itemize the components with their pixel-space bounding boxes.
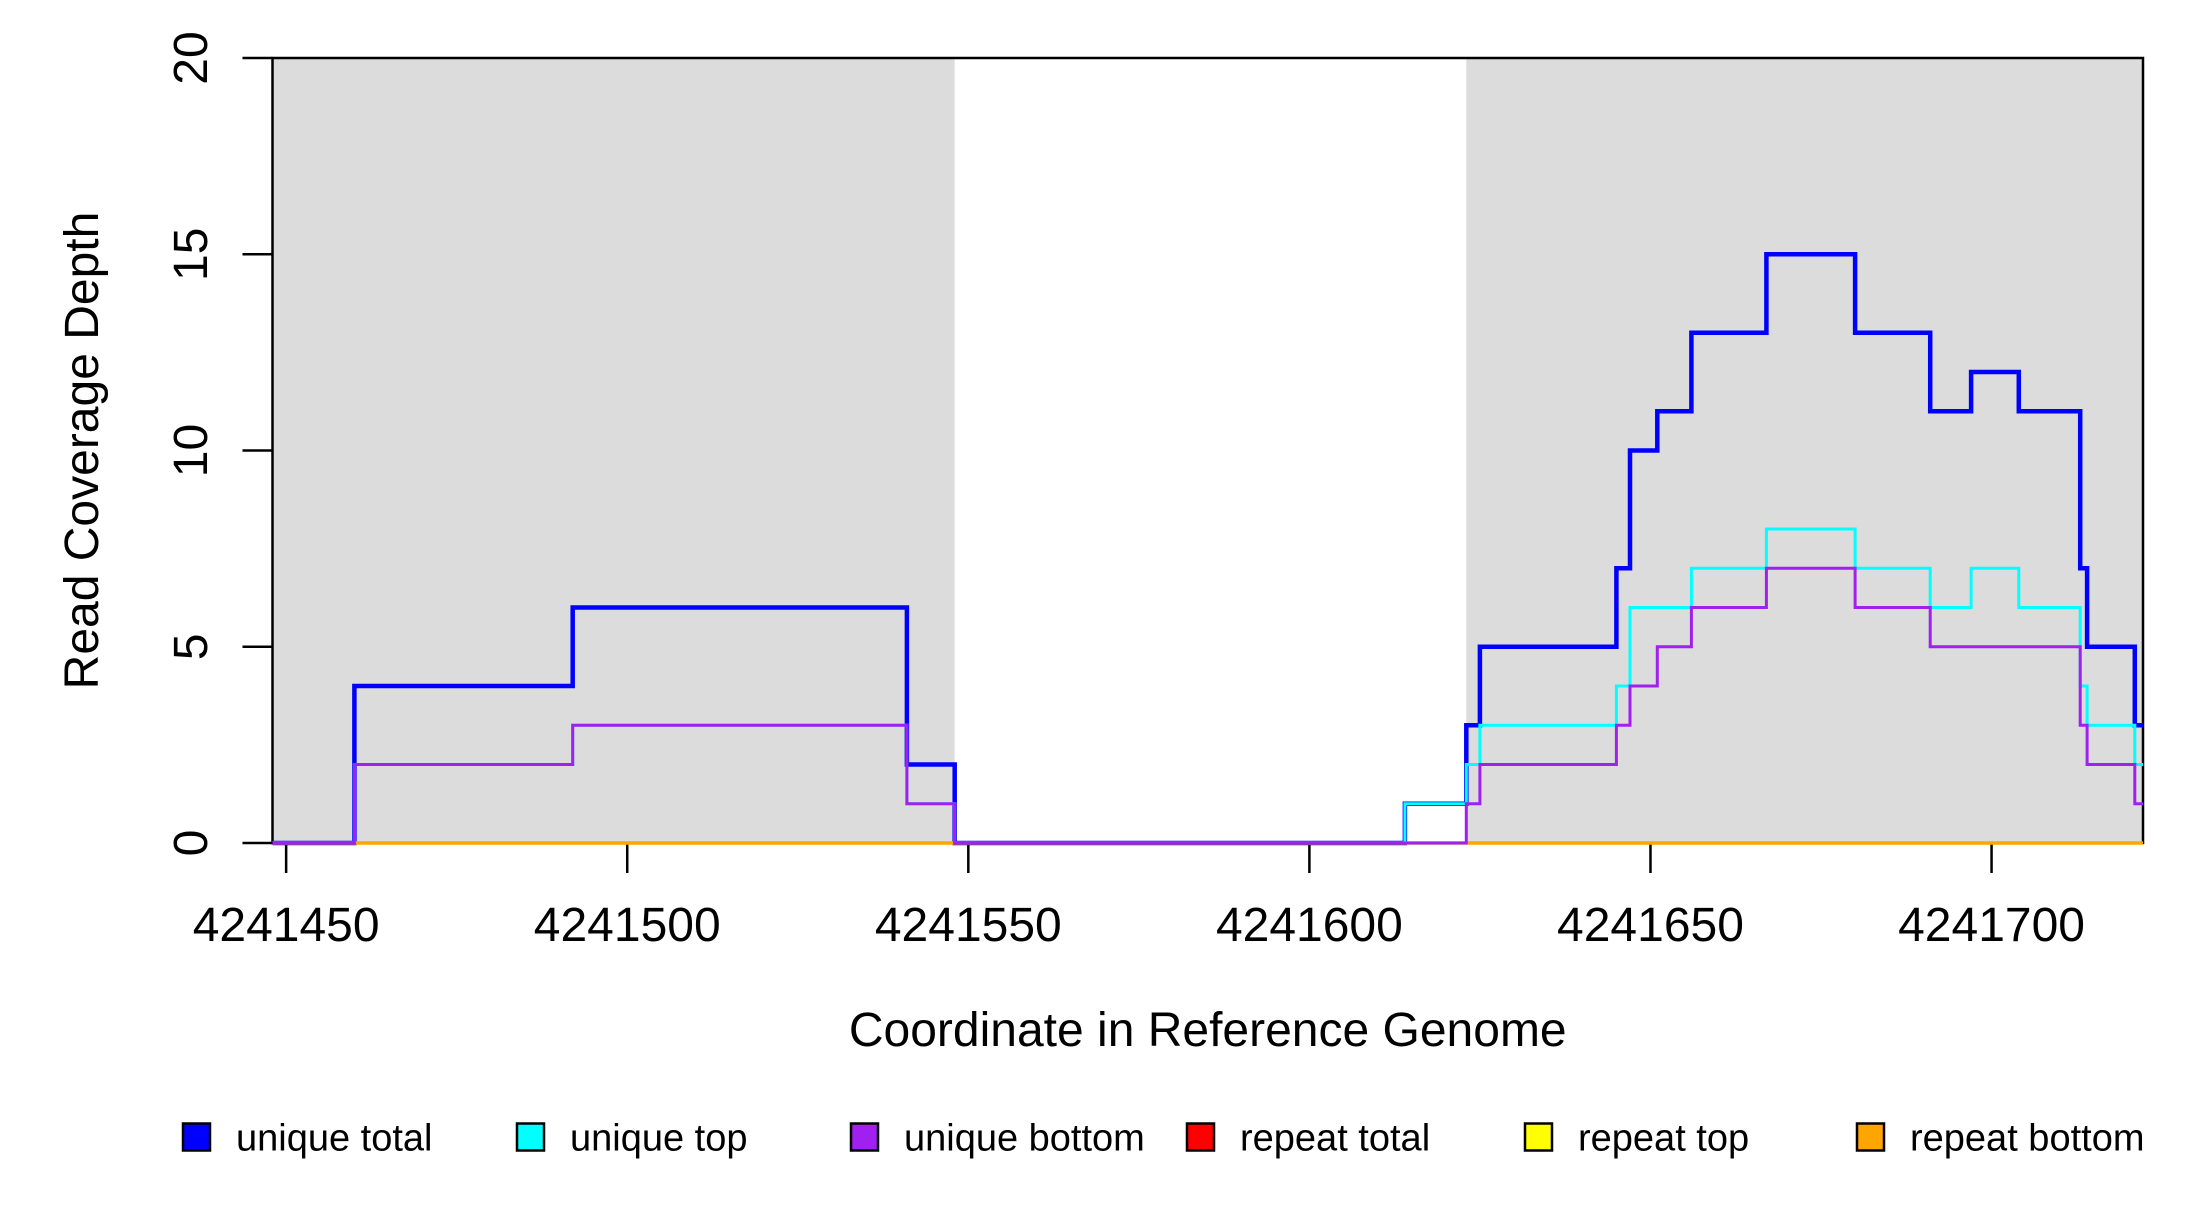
x-tick-label: 4241700 <box>1898 899 2085 952</box>
y-axis-title: Read Coverage Depth <box>56 212 109 690</box>
series-unique-total <box>272 252 2143 846</box>
y-tick-label: 10 <box>165 424 218 477</box>
legend-swatch-unique-top <box>515 1122 546 1152</box>
y-tick-label: 5 <box>165 633 218 660</box>
x-tick-label: 4241550 <box>875 899 1062 952</box>
legend-swatch-unique-total <box>181 1122 212 1152</box>
legend-swatch-repeat-top <box>1523 1122 1554 1152</box>
x-tick-label: 4241450 <box>193 899 380 952</box>
legend-label: unique total <box>236 1118 433 1160</box>
legend-label: repeat top <box>1578 1118 1749 1160</box>
legend-swatch-repeat-bottom <box>1855 1122 1886 1152</box>
x-tick-label: 4241650 <box>1557 899 1744 952</box>
legend-swatch-unique-bottom <box>849 1122 880 1152</box>
y-tick-label: 20 <box>165 31 218 84</box>
legend-swatch-repeat-total <box>1185 1122 1216 1152</box>
legend-label: unique top <box>570 1118 748 1160</box>
x-tick-label: 4241600 <box>1216 899 1403 952</box>
repeat-region-right <box>1466 58 2143 843</box>
legend-label: repeat total <box>1240 1118 1430 1160</box>
y-tick-label: 15 <box>165 228 218 281</box>
series-unique-bottom <box>272 566 2143 845</box>
x-tick-label: 4241500 <box>534 899 721 952</box>
x-axis-title: Coordinate in Reference Genome <box>849 1004 1567 1057</box>
y-tick-label: 0 <box>165 830 218 857</box>
legend-label: repeat bottom <box>1910 1118 2144 1160</box>
repeat-region-left <box>272 58 955 843</box>
legend-label: unique bottom <box>904 1118 1145 1160</box>
